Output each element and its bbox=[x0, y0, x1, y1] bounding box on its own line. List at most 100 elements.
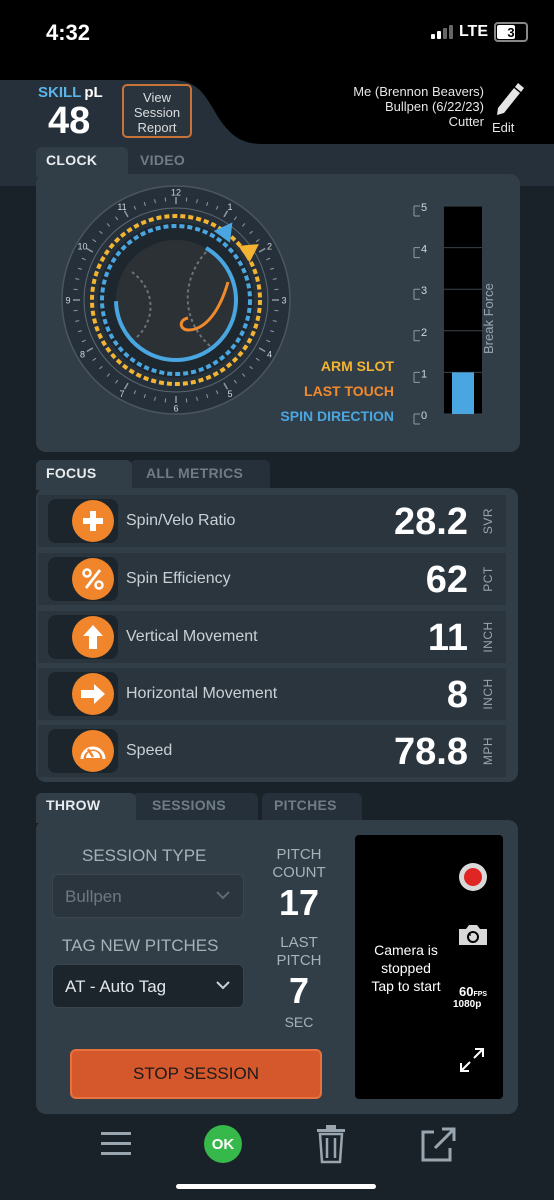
clock-hour-label: 6 bbox=[173, 404, 178, 414]
menu-icon[interactable] bbox=[100, 1128, 132, 1160]
metric-label: Vertical Movement bbox=[126, 628, 258, 645]
clock-hour-label: 3 bbox=[281, 296, 286, 306]
clock-tick bbox=[241, 223, 246, 227]
tab-all-metrics-bg bbox=[130, 460, 270, 488]
tab-pitches[interactable]: PITCHES bbox=[274, 797, 337, 813]
metric-unit-text: INCH bbox=[481, 621, 495, 653]
last-pitch-label-2: PITCH bbox=[276, 952, 322, 969]
edit-label[interactable]: Edit bbox=[492, 120, 515, 135]
clock-tick bbox=[223, 382, 229, 390]
clock-hour-label: 9 bbox=[65, 296, 70, 306]
clock-tick bbox=[196, 199, 198, 204]
skill-label: SKILL pL bbox=[38, 84, 103, 101]
clock-tick bbox=[77, 267, 82, 270]
clock-tick bbox=[75, 320, 80, 322]
tab-throw[interactable]: THROW bbox=[46, 797, 101, 813]
trash-icon[interactable] bbox=[316, 1124, 346, 1164]
clock-tick bbox=[255, 357, 260, 361]
tab-focus[interactable]: FOCUS bbox=[46, 465, 97, 481]
ok-button[interactable]: OK bbox=[204, 1125, 242, 1163]
stop-session-button[interactable]: STOP SESSION bbox=[70, 1049, 322, 1099]
status-time: 4:32 bbox=[46, 20, 91, 45]
clock-tick bbox=[154, 396, 156, 401]
legend-spin-direction: SPIN DIRECTION bbox=[280, 408, 394, 424]
clock-hour-label: 7 bbox=[119, 389, 124, 399]
clock-tick bbox=[81, 257, 86, 261]
camera-msg-3: Tap to start bbox=[371, 978, 441, 994]
clock-tick bbox=[92, 239, 97, 243]
arm-slot-ring bbox=[90, 214, 262, 386]
tab-sessions[interactable]: SESSIONS bbox=[152, 797, 226, 813]
metric-row-vertical-movement[interactable]: Vertical Movement 11 INCH bbox=[38, 611, 506, 663]
metric-row-speed[interactable]: Speed 78.8 MPH bbox=[38, 725, 506, 777]
break-force-tick-label: 2 bbox=[421, 327, 427, 339]
camera-flip-icon[interactable] bbox=[457, 923, 489, 947]
break-force-gauge: 5 4 3 2 1 0 bbox=[413, 202, 482, 425]
fps-readout[interactable]: 60FPS bbox=[459, 985, 487, 1001]
record-icon[interactable] bbox=[459, 863, 487, 891]
view-session-report-button[interactable]: View Session Report bbox=[122, 84, 192, 138]
break-force-tick-label: 0 bbox=[421, 410, 427, 422]
share-export-icon[interactable] bbox=[420, 1126, 456, 1162]
clock-tick bbox=[143, 394, 146, 399]
metric-unit: INCH bbox=[480, 675, 496, 713]
metric-unit: INCH bbox=[480, 618, 496, 656]
clock-tick bbox=[233, 379, 237, 384]
pitch-count-label: PITCH COUNT bbox=[260, 846, 338, 882]
clock-tick bbox=[81, 339, 86, 343]
clock-tick bbox=[106, 223, 111, 227]
arrow-right-icon bbox=[72, 673, 114, 715]
clock-tick bbox=[86, 347, 94, 353]
legend-arm-slot: ARM SLOT bbox=[320, 358, 394, 374]
metric-label: Spin Efficiency bbox=[126, 570, 231, 587]
clock-hour-label: 5 bbox=[227, 389, 232, 399]
vsr-line2: Session bbox=[133, 105, 181, 120]
pitch-count-label-2: COUNT bbox=[272, 864, 326, 881]
break-force-bracket bbox=[413, 288, 420, 300]
spin-direction-ring bbox=[100, 224, 252, 376]
resolution-readout[interactable]: 1080p bbox=[453, 999, 482, 1010]
break-force-bracket bbox=[413, 247, 420, 259]
clock-tick bbox=[258, 347, 266, 353]
camera-preview[interactable]: Camera is stopped Tap to start 60FPS 108… bbox=[355, 835, 503, 1099]
clock-hour-label: 2 bbox=[267, 242, 272, 252]
clock-tick bbox=[215, 390, 219, 395]
clock-tick bbox=[249, 365, 253, 370]
metric-unit-text: MPH bbox=[481, 736, 495, 766]
expand-icon[interactable] bbox=[457, 1045, 487, 1075]
break-force-bar bbox=[452, 372, 474, 414]
clock-tick bbox=[115, 379, 119, 384]
metric-row-spin-efficiency[interactable]: Spin Efficiency 62 PCT bbox=[38, 553, 506, 605]
clock-hour-label: 1 bbox=[227, 202, 232, 212]
pencil-icon[interactable] bbox=[494, 82, 524, 116]
percent-icon bbox=[72, 558, 114, 600]
clock-tick bbox=[123, 382, 129, 390]
clock-tick bbox=[255, 239, 260, 243]
last-pitch-label: LAST PITCH bbox=[260, 934, 338, 970]
clock-inner-ring bbox=[83, 207, 269, 393]
tag-new-pitches-select[interactable]: AT - Auto Tag bbox=[52, 964, 244, 1008]
last-pitch-label-1: LAST bbox=[280, 934, 318, 951]
clock-hour-label: 12 bbox=[171, 188, 181, 198]
pitch-type: Cutter bbox=[448, 114, 484, 129]
arrow-up-icon bbox=[72, 616, 114, 658]
clock-tick bbox=[86, 247, 94, 253]
clock-hour-label: 10 bbox=[77, 242, 87, 252]
tab-video[interactable]: VIDEO bbox=[140, 152, 186, 168]
metric-row-horizontal-movement[interactable]: Horizontal Movement 8 INCH bbox=[38, 668, 506, 720]
metric-value: 78.8 bbox=[394, 731, 468, 773]
metric-label: Speed bbox=[126, 742, 173, 759]
plus-icon bbox=[72, 500, 114, 542]
metric-unit-text: PCT bbox=[481, 566, 495, 592]
tab-clock[interactable]: CLOCK bbox=[46, 152, 98, 168]
tab-all-metrics[interactable]: ALL METRICS bbox=[146, 465, 244, 481]
clock-tick bbox=[106, 373, 111, 377]
metric-row-spin-velo[interactable]: Spin/Velo Ratio 28.2 SVR bbox=[38, 495, 506, 547]
session-type-select[interactable]: Bullpen bbox=[52, 874, 244, 918]
session-info: Me (Brennon Beavers) Bullpen (6/22/23) C… bbox=[353, 84, 484, 129]
skill-value: 48 bbox=[48, 100, 91, 142]
clock-tick bbox=[143, 201, 146, 206]
ball-seam bbox=[131, 271, 152, 339]
clock-tick bbox=[99, 230, 103, 235]
